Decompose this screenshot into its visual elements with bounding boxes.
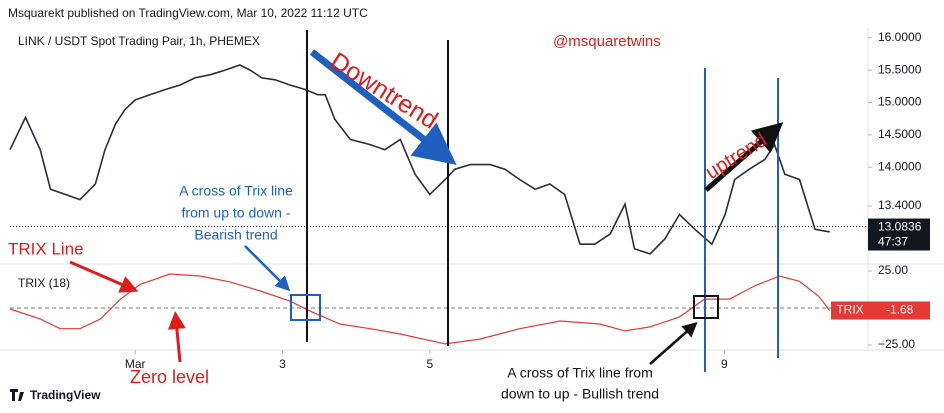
bullish-arrow	[649, 322, 698, 365]
x-tick-label: 9	[721, 357, 728, 371]
zero-level-label: Zero level	[130, 367, 209, 387]
y-tick-label: 25.00	[878, 263, 908, 277]
series-line	[9, 64, 830, 255]
indicator-value-box	[868, 301, 930, 320]
bearish-note: Bearish trend	[194, 227, 277, 243]
y-tick-label: −25.00	[878, 337, 915, 351]
bullish-cross-box	[693, 295, 719, 319]
current-price-box	[868, 218, 930, 251]
current-price-label: 13.0836	[878, 220, 922, 234]
indicator-value-label: -1.68	[886, 303, 914, 317]
header: Msquarekt published on TradingView.com, …	[8, 6, 368, 20]
brand: TradingView	[30, 388, 101, 402]
indicator-tag-box	[831, 301, 868, 320]
y-tick-label: 13.4000	[878, 198, 922, 212]
trix-line-label: TRIX Line	[8, 239, 84, 258]
trix-line-arrow	[69, 260, 139, 293]
handle: @msquaretwins	[553, 33, 661, 50]
y-tick-label: 16.0000	[878, 30, 922, 44]
series-line	[9, 273, 831, 345]
x-tick-label: 3	[279, 357, 286, 371]
symbol-title: LINK / USDT Spot Trading Pair, 1h, PHEME…	[18, 34, 260, 48]
uptrend-label: uptrend	[702, 129, 771, 184]
y-tick-label: 15.0000	[878, 95, 922, 109]
bearish-arrow	[244, 245, 291, 292]
countdown-label: 47:37	[878, 235, 908, 249]
bullish-note: down to up - Bullish trend	[501, 386, 659, 402]
x-tick-label: 5	[426, 357, 433, 371]
indicator-title: TRIX (18)	[18, 276, 70, 290]
x-tick-label: Mar	[125, 357, 146, 371]
y-tick-label: 14.5000	[878, 127, 922, 141]
bearish-cross-box	[290, 294, 321, 321]
bearish-note: A cross of Trix line	[179, 183, 293, 199]
indicator-tag: TRIX	[836, 303, 863, 317]
downtrend-arrow	[309, 49, 457, 165]
y-tick-label: 14.0000	[878, 159, 922, 173]
plot: 16.0000 15.5000 15.0000 14.5000 14.0000 13.40…	[9, 30, 930, 371]
y-tick-label: 15.5000	[878, 62, 922, 76]
downtrend-label: Downtrend	[325, 47, 442, 135]
bearish-note: from up to down -	[182, 205, 291, 221]
uptrend-arrow	[704, 122, 784, 192]
brand-logo	[10, 389, 24, 401]
bullish-note: A cross of Trix line from	[507, 365, 652, 381]
zero-level-arrow	[167, 311, 186, 363]
